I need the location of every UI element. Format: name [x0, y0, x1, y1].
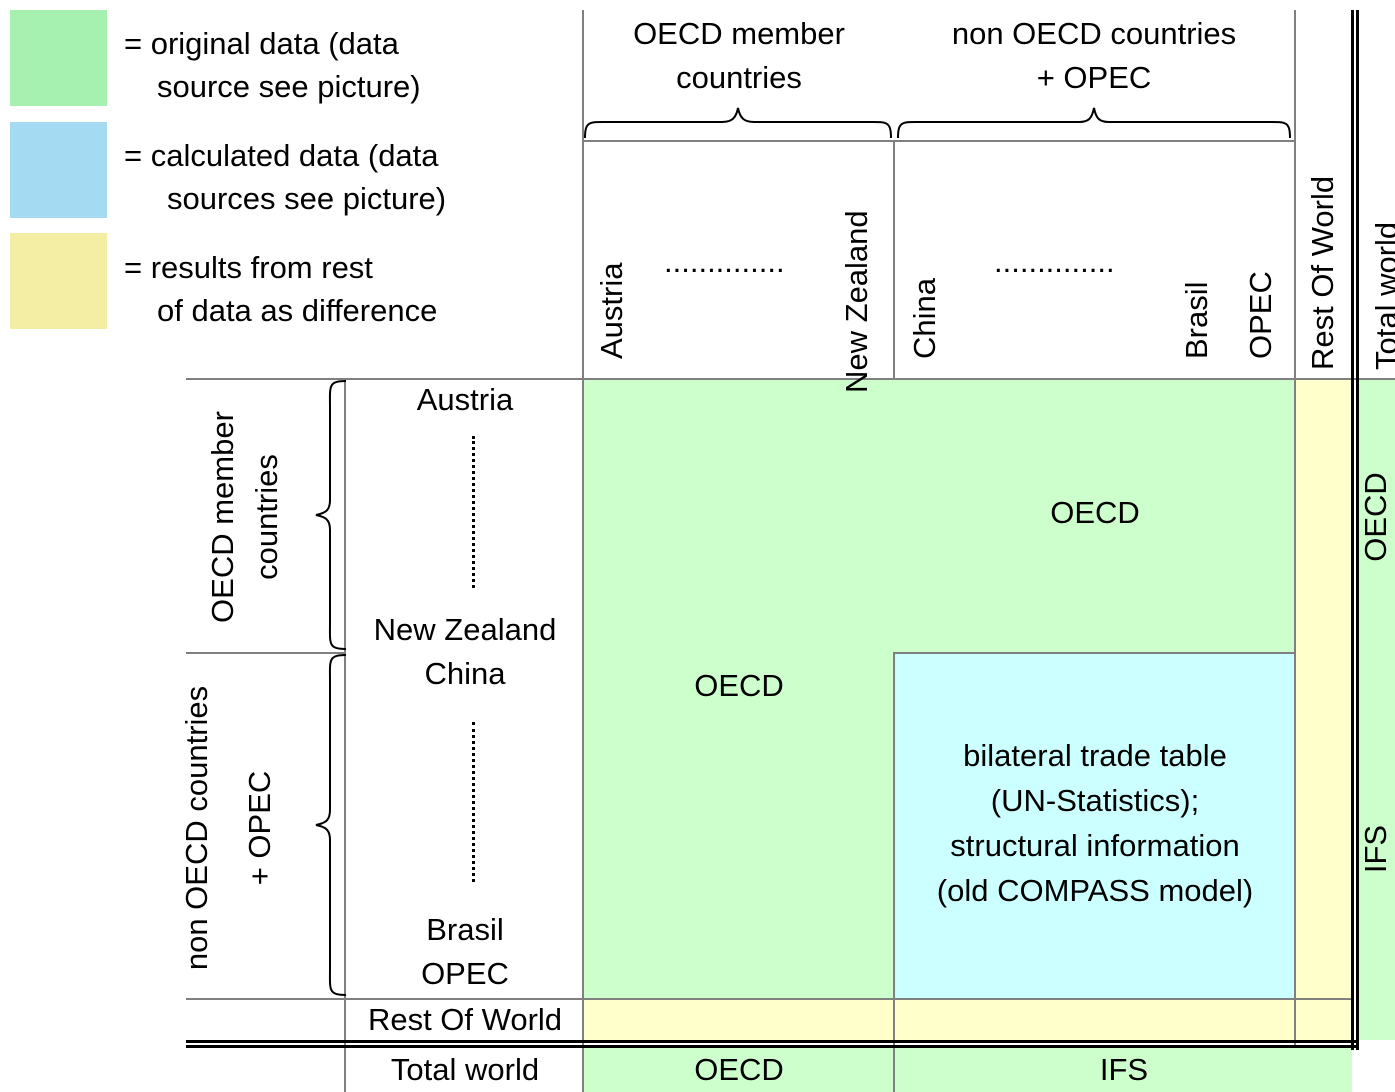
col-header-opec: OPEC — [1243, 271, 1278, 359]
row-header-rest-of-world: Rest Of World — [367, 1002, 563, 1037]
row-brace-oecd — [315, 380, 347, 650]
grid-line-v-oecd-end — [893, 140, 895, 380]
cell-label-oecd-left: OECD — [694, 668, 784, 703]
cell-label-bilateral-line1: bilateral trade table — [963, 738, 1227, 773]
cell-label-bilateral-line4: (old COMPASS model) — [936, 873, 1254, 908]
grid-line-v-oecd-end-lower — [893, 654, 895, 1092]
legend-original-line1: = original data (data — [124, 26, 399, 61]
legend-calculated-line1: = calculated data (data — [124, 138, 439, 173]
grid-line-h-bilateral-top — [893, 652, 1296, 654]
row-header-opec: OPEC — [421, 956, 509, 991]
legend-difference-line2: of data as difference — [157, 293, 438, 328]
row-header-brasil: Brasil — [426, 912, 504, 947]
double-line-horizontal — [186, 1040, 1359, 1043]
row-group-nonoecd-line1: non OECD countries — [179, 685, 214, 971]
row-dots-oecd — [472, 436, 475, 588]
legend-original-line2: source see picture) — [157, 69, 421, 104]
cell-label-bottom-ifs: IFS — [1099, 1052, 1149, 1087]
col-group-nonoecd-line2: + OPEC — [1036, 60, 1152, 95]
grid-line-h-oecd-nonoecd — [186, 652, 346, 654]
col-header-total-world: Total world — [1369, 221, 1395, 370]
col-header-new-zealand: New Zealand — [839, 210, 874, 393]
grid-line-h-header-bottom — [186, 378, 1395, 380]
double-line-vertical — [1351, 10, 1354, 1050]
grid-line-h-header-mid — [582, 140, 1296, 142]
col-group-oecd-line1: OECD member — [633, 16, 845, 51]
cell-label-bottom-oecd: OECD — [694, 1052, 784, 1087]
col-header-dots-nonoecd: .............. — [994, 244, 1115, 279]
col-header-rest-of-world: Rest Of World — [1305, 175, 1340, 370]
grid-line-v-rowlabels — [344, 380, 346, 1092]
double-line-horizontal-2 — [186, 1045, 1359, 1048]
legend-swatch-difference — [10, 233, 107, 329]
row-group-nonoecd-line2: + OPEC — [242, 770, 277, 886]
col-header-china: China — [907, 278, 942, 359]
col-header-dots-oecd: .............. — [664, 244, 785, 279]
cell-rest-column-yellow — [1296, 380, 1352, 1000]
grid-line-h-rest-row — [186, 998, 1354, 1000]
row-header-austria: Austria — [416, 382, 514, 417]
row-group-oecd-line1: OECD member — [205, 411, 240, 623]
col-brace-nonoecd — [897, 107, 1291, 139]
cell-label-right-ifs: IFS — [1358, 824, 1393, 874]
cell-bilateral-blue — [896, 654, 1294, 1000]
cell-rest-row-yellow — [584, 1000, 1352, 1040]
double-line-vertical-2 — [1356, 10, 1359, 1050]
legend-swatch-original — [10, 10, 107, 106]
cell-label-bilateral-line2: (UN-Statistics); — [990, 783, 1200, 818]
legend-difference-line1: = results from rest — [124, 250, 373, 285]
col-group-oecd-line2: countries — [676, 60, 802, 95]
grid-line-v-rest-left — [1294, 10, 1296, 1048]
col-header-brasil: Brasil — [1179, 281, 1214, 359]
col-brace-oecd — [584, 107, 892, 139]
row-header-china: China — [424, 656, 506, 691]
row-dots-nonoecd — [472, 722, 475, 882]
row-brace-nonoecd — [315, 654, 347, 996]
legend-calculated-line2: sources see picture) — [167, 181, 447, 216]
cell-bottom-total-green — [584, 1048, 1352, 1092]
cell-label-oecd-top: OECD — [1050, 495, 1140, 530]
row-header-new-zealand: New Zealand — [373, 612, 557, 647]
cell-right-total-green — [1358, 380, 1395, 1040]
legend-swatch-calculated — [10, 122, 107, 218]
cell-label-right-oecd: OECD — [1358, 472, 1393, 562]
grid-line-v-header-left — [582, 10, 584, 1092]
col-group-nonoecd-line1: non OECD countries — [951, 16, 1237, 51]
col-header-austria: Austria — [594, 262, 629, 359]
row-group-oecd-line2: countries — [249, 454, 284, 580]
cell-label-bilateral-line3: structural information — [950, 828, 1240, 863]
row-header-total-world: Total world — [390, 1052, 540, 1087]
